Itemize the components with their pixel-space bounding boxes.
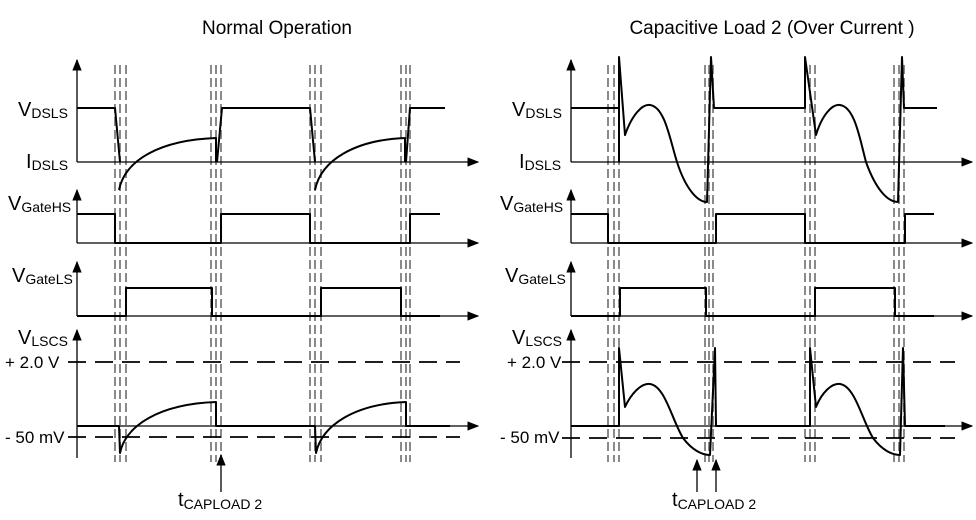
vdsls-idsls-waveform <box>571 56 937 203</box>
tcapload-label: tCAPLOAD 2 <box>672 489 756 512</box>
label-vlscs: VLSCS <box>18 327 68 349</box>
label-idsls: IDSLS <box>26 151 68 173</box>
timing-markers <box>607 65 905 462</box>
label-vgatels: VGateLS <box>12 265 73 287</box>
label-vlscs: VLSCS <box>512 327 562 349</box>
timing-markers <box>114 65 411 462</box>
panel-normal-operation: Normal Operation VDSLS IDSLS VGateHS VGa… <box>5 18 480 512</box>
label-vdsls: VDSLS <box>18 99 68 121</box>
threshold-low-label: - 50 mV <box>5 428 65 447</box>
vdsls-waveform <box>77 107 445 163</box>
vlscs-waveform <box>77 401 450 454</box>
panel-title: Capacitive Load 2 (Over Current ) <box>629 18 914 39</box>
vgatehs-waveform <box>571 213 934 244</box>
vgatels-waveform <box>571 287 934 317</box>
vgatehs-waveform <box>77 213 440 244</box>
panel-capacitive-load: Capacitive Load 2 (Over Current ) VDSLS … <box>500 18 974 512</box>
vlscs-waveform <box>571 347 945 456</box>
panel-title: Normal Operation <box>202 18 352 39</box>
idsls-waveform <box>118 137 406 191</box>
vgatels-waveform <box>77 287 440 317</box>
threshold-low-label: - 50 mV <box>500 428 560 447</box>
threshold-high-label: + 2.0 V <box>5 353 60 372</box>
label-vdsls: VDSLS <box>512 99 562 121</box>
label-idsls: IDSLS <box>519 151 561 173</box>
label-vgatehs: VGateHS <box>500 193 563 215</box>
tcapload-label: tCAPLOAD 2 <box>178 489 262 512</box>
label-vgatehs: VGateHS <box>8 193 71 215</box>
label-vgatels: VGateLS <box>505 265 566 287</box>
threshold-high-label: + 2.0 V <box>507 353 562 372</box>
